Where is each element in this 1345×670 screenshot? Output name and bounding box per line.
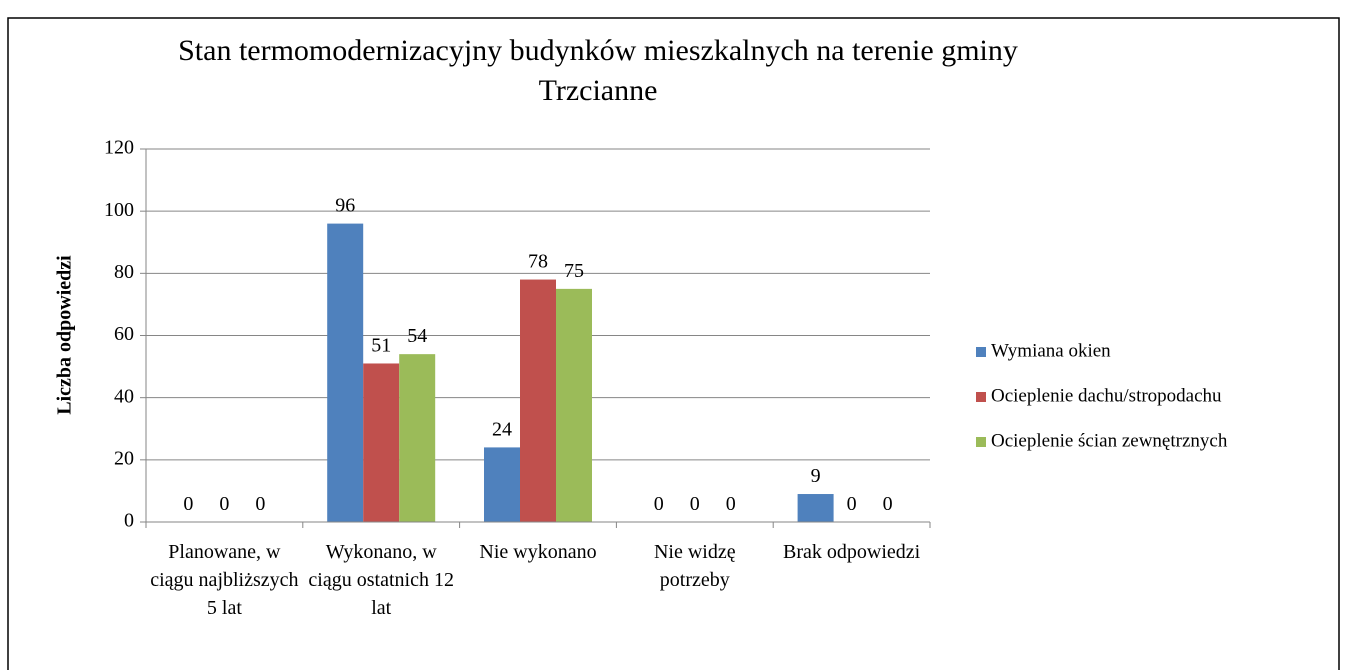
x-tick-label: Wykonano, w ciągu ostatnich 12 lat [308,541,454,619]
y-tick-label: 0 [124,510,134,532]
legend-swatch [976,347,986,357]
data-label: 54 [407,325,427,347]
data-label: 96 [335,195,355,217]
bar [520,279,556,522]
legend-swatch [976,437,986,447]
bar [399,354,436,522]
legend-label: Wymiana okien [991,340,1111,361]
bar [327,223,364,522]
bar [556,288,592,522]
y-tick-label: 120 [104,137,134,159]
data-label: 75 [564,260,584,282]
x-tick-label: Planowane, w ciągu najbliższych 5 lat [150,541,298,619]
data-label: 0 [255,493,265,515]
data-label: 0 [883,493,893,515]
legend-label: Ocieplenie ścian zewnętrznych [991,430,1228,451]
bar [484,447,520,522]
x-tick-label: Nie wykonano [479,541,596,563]
y-tick-label: 60 [114,323,134,345]
y-tick-label: 100 [104,199,134,221]
data-label: 0 [183,493,193,515]
data-label: 51 [371,334,391,356]
chart-title: Stan termomodernizacyjny budynków mieszk… [178,34,1018,107]
chart-frame [7,17,1340,670]
y-tick-label: 40 [114,385,134,407]
data-label: 9 [811,465,821,487]
data-label: 0 [847,493,857,515]
legend-swatch [976,392,986,402]
data-label: 78 [528,251,548,273]
y-tick-label: 20 [114,447,134,469]
x-tick-label: Nie widzę potrzeby [654,541,736,591]
data-label: 24 [492,418,512,440]
legend-label: Ocieplenie dachu/stropodachu [991,385,1222,406]
y-tick-label: 80 [114,261,134,283]
data-label: 0 [219,493,229,515]
data-label: 0 [654,493,664,515]
data-label: 0 [690,493,700,515]
data-label: 0 [726,493,736,515]
bar [797,494,834,522]
y-axis-label: Liczba odpowiedzi [54,255,76,415]
x-tick-label: Brak odpowiedzi [783,541,921,563]
bar [363,363,400,522]
